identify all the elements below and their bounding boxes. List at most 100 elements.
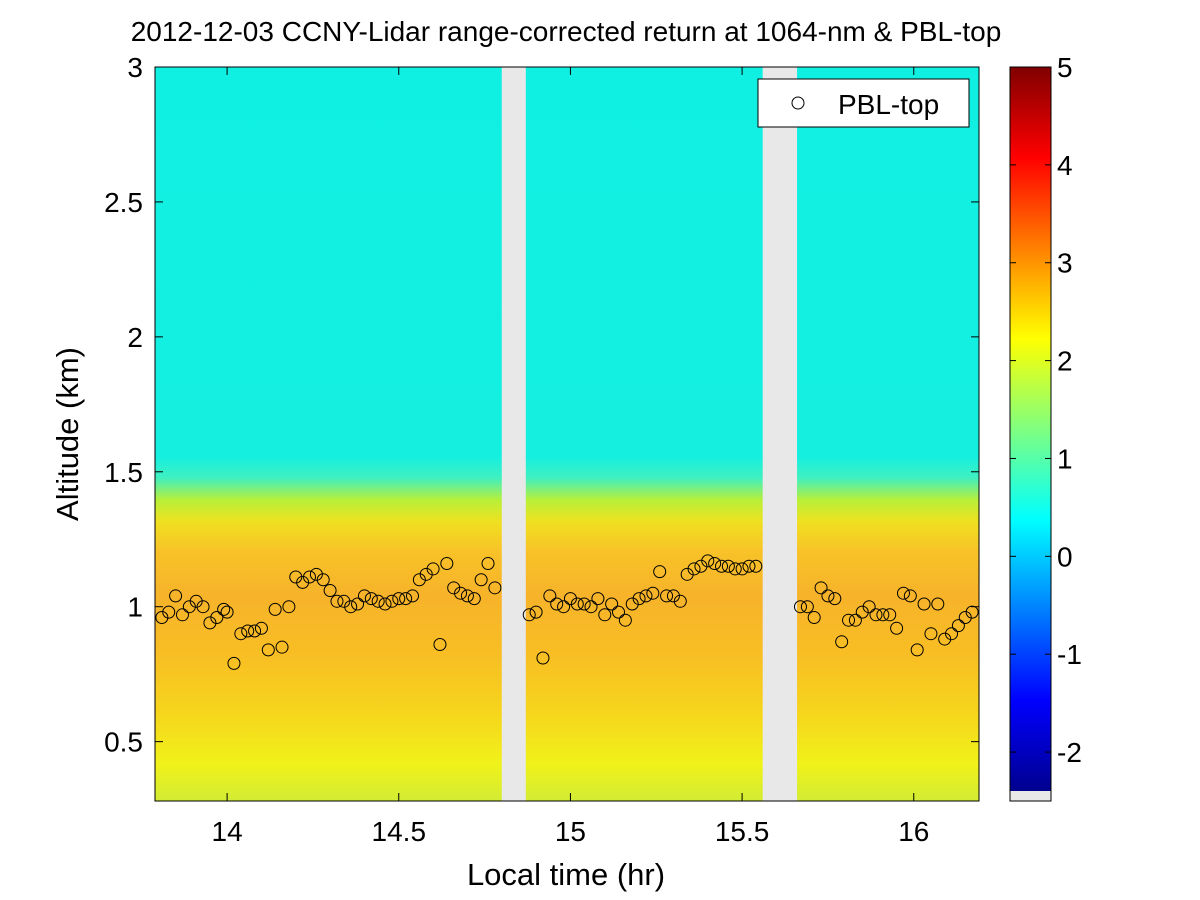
pbl-point <box>220 605 234 619</box>
pbl-point <box>687 562 701 576</box>
x-tick-label: 15.5 <box>715 816 770 847</box>
pbl-point <box>835 635 849 649</box>
pbl-point <box>742 559 756 573</box>
x-tick-label: 15 <box>555 816 586 847</box>
pbl-point <box>570 597 584 611</box>
pbl-point <box>598 608 612 622</box>
colorbar: -2 -1 0 1 2 3 4 5 <box>1009 52 1082 802</box>
colorbar-ticks: -2 -1 0 1 2 3 4 5 <box>1010 52 1082 768</box>
colorbar-tick-label: 1 <box>1057 443 1073 474</box>
pbl-point <box>842 613 856 627</box>
pbl-point <box>749 559 763 573</box>
x-tick-label: 14 <box>212 816 243 847</box>
y-tick-label: 2.5 <box>104 187 143 218</box>
colorbar-tick-label: -1 <box>1057 639 1082 670</box>
y-tick-label: 2 <box>127 322 143 353</box>
pbl-point <box>639 589 653 603</box>
colorbar-tick-label: -2 <box>1057 737 1082 768</box>
data-gap-2 <box>762 67 798 801</box>
pbl-point <box>862 600 876 614</box>
pbl-point <box>903 589 917 603</box>
pbl-point <box>488 581 502 595</box>
data-gaps <box>501 67 798 801</box>
pbl-point <box>268 602 282 616</box>
pbl-point <box>958 611 972 624</box>
pbl-point <box>337 594 351 608</box>
pbl-point <box>529 605 543 619</box>
pbl-point <box>563 592 577 606</box>
pbl-point <box>945 627 959 641</box>
pbl-point <box>210 611 224 624</box>
colorbar-tick-label: 4 <box>1057 150 1073 181</box>
legend: PBL-top <box>757 78 970 128</box>
pbl-point <box>890 621 904 635</box>
pbl-point <box>653 565 667 579</box>
pbl-point <box>821 589 835 603</box>
pbl-point <box>309 567 323 581</box>
pbl-point <box>248 624 262 638</box>
pbl-point <box>440 557 454 571</box>
pbl-point <box>254 621 268 635</box>
colorbar-nan-segment <box>1010 791 1051 801</box>
pbl-point <box>855 605 869 619</box>
pbl-point <box>474 573 488 587</box>
y-tick-label: 1.5 <box>104 457 143 488</box>
pbl-point <box>814 581 828 595</box>
pbl-point <box>241 624 255 638</box>
pbl-point <box>419 567 433 581</box>
legend-box <box>757 78 970 128</box>
pbl-point <box>728 562 742 576</box>
heatmap <box>155 67 979 801</box>
pbl-point <box>175 608 189 622</box>
pbl-point <box>618 613 632 627</box>
pbl-point <box>399 592 413 606</box>
pbl-point <box>454 586 468 600</box>
pbl-point <box>612 605 625 619</box>
pbl-point <box>447 581 461 595</box>
pbl-point <box>951 619 965 633</box>
pbl-point <box>800 600 814 614</box>
pbl-point <box>426 562 440 576</box>
pbl-point <box>965 605 979 619</box>
pbl-point <box>203 616 217 630</box>
pbl-point <box>591 592 605 606</box>
pbl-point <box>828 592 842 606</box>
chart-title: 2012-12-03 CCNY-Lidar range-corrected re… <box>131 16 1002 47</box>
colorbar-frame <box>1009 66 1052 802</box>
x-tick-label: 16 <box>898 816 929 847</box>
pbl-point <box>666 589 680 603</box>
pbl-point <box>296 575 310 589</box>
pbl-point <box>625 597 639 611</box>
pbl-point <box>660 589 674 603</box>
pbl-point <box>848 613 862 627</box>
pbl-point <box>481 557 495 571</box>
pbl-point <box>344 600 358 614</box>
pbl-point <box>162 605 176 619</box>
x-axis-label: Local time (hr) <box>467 857 665 892</box>
pbl-point <box>371 594 385 608</box>
colorbar-tick-label: 2 <box>1057 346 1073 377</box>
pbl-point <box>261 643 275 657</box>
pbl-point <box>924 627 938 641</box>
pbl-point <box>217 602 231 616</box>
pbl-point <box>385 594 399 608</box>
y-tick-label: 3 <box>127 52 143 83</box>
data-gap-1 <box>501 67 526 801</box>
pbl-point <box>721 559 735 573</box>
pbl-point <box>196 600 210 614</box>
pbl-point <box>227 656 241 670</box>
pbl-point <box>392 592 406 606</box>
pbl-point <box>351 597 365 611</box>
pbl-point <box>869 608 883 622</box>
pbl-point <box>632 592 646 606</box>
pbl-point <box>735 562 749 576</box>
pbl-point <box>680 567 694 581</box>
pbl-point <box>896 586 910 600</box>
pbl-point <box>536 651 550 665</box>
pbl-point <box>155 611 169 624</box>
pbl-point <box>577 597 591 611</box>
pbl-point <box>303 570 316 584</box>
pbl-point <box>275 640 289 654</box>
pbl-point <box>807 611 821 624</box>
y-tick-label: 1 <box>127 592 143 623</box>
